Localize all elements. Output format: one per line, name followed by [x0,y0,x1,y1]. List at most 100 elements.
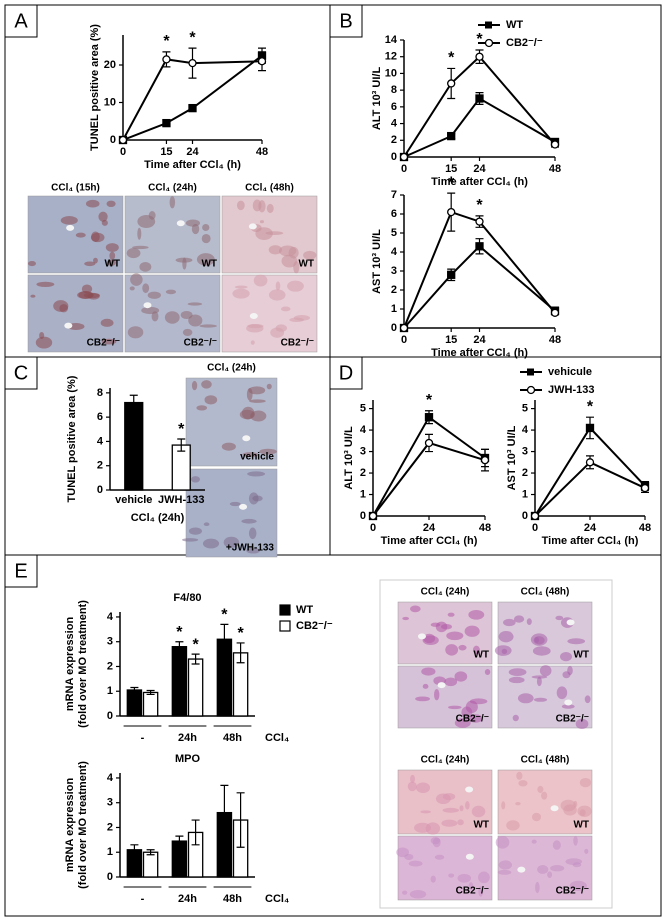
y-tick-label: 0 [110,134,116,146]
stain [569,880,587,892]
significance: * [192,636,199,653]
stain [422,635,439,645]
stain [535,881,540,894]
x-tick-label: 48 [549,163,561,175]
y-tick-label: 1 [360,488,366,500]
stain [266,383,272,390]
y-tick-label: 8 [391,84,397,96]
vessel [66,224,75,231]
micrograph-header: CCl₄ (15h) [51,183,100,194]
stain [532,646,551,656]
x-tick-label: 0 [401,334,407,346]
y-axis-label: AST 10³ UI/L [506,425,518,490]
stain [531,839,537,844]
point [475,217,484,226]
legend-label: WT [296,604,313,616]
stain [508,668,527,676]
x-tick-label: - [141,732,145,744]
stain [270,327,285,338]
stain [188,314,203,327]
stain [191,380,198,391]
stain [516,771,523,780]
stain [409,889,427,899]
x-axis-label: Time after CCl₄ (h) [381,535,478,547]
x-tick-label: 24 [473,163,486,175]
x-axis-label: Time after CCl₄ (h) [431,176,528,188]
point [188,58,197,68]
significance: * [237,625,244,642]
series-line [534,426,646,517]
stain [495,835,510,849]
x-tick-label: 48 [479,522,491,534]
stain [444,677,458,687]
stain [410,774,415,784]
stain [512,714,519,722]
vessel [437,682,446,689]
stain [407,781,417,792]
stain [584,848,589,854]
panel-label: C [14,362,28,384]
stain [255,227,273,240]
micrograph-label: WT [104,259,120,270]
point [480,455,490,465]
stain [572,862,582,868]
stain [188,527,202,535]
stain [422,683,429,689]
stain [448,705,462,710]
point [162,55,171,64]
micrograph-label: +JWH-133 [226,543,275,554]
stain [101,338,117,345]
stain [129,286,135,291]
vessel [64,322,73,329]
y-axis-label: TUNEL positive area (%) [89,24,101,151]
point [368,511,378,521]
stain [533,697,548,702]
micrograph-label: WT [473,820,489,831]
stain [266,203,274,213]
micrograph-header: CCl₄ (24h) [207,363,256,374]
y-tick-label: 3 [107,797,113,809]
x-axis-label: Time after CCl₄ (h) [542,535,639,547]
stain [169,196,176,209]
stain [508,676,525,684]
stain [106,200,116,208]
stain [221,442,236,451]
x-tick-label: 24 [186,146,199,158]
micrograph [27,195,124,274]
stain [446,631,464,641]
stain [27,260,37,267]
stain [98,211,108,222]
y-tick-label: 4 [107,611,114,623]
x-tick-label: - [141,893,145,905]
stain [531,812,542,822]
y-tick-label: 2 [391,134,397,146]
stain [560,652,573,662]
x-tick-label: 0 [120,146,126,158]
stain [537,785,544,793]
stain [459,805,464,812]
stain [268,245,283,255]
y-tick-label: 6 [391,101,397,113]
series-line [403,244,556,329]
stain [241,518,257,524]
point [475,242,484,251]
stain [468,610,485,620]
stain [201,380,212,389]
chart-title: MPO [175,753,201,765]
stain [561,704,575,709]
y-tick-label: 0 [391,322,397,334]
legend-label: vehicule [548,366,592,378]
y-tick-label: 6 [97,411,103,423]
stain [187,302,203,306]
vessel [143,302,152,309]
stain [441,624,453,630]
stain [196,405,208,411]
stain [223,536,240,548]
vessel [517,866,526,873]
chart-title: F4/80 [173,592,201,604]
stain [409,605,421,613]
point [585,423,595,433]
x-tick-label: 24 [584,522,597,534]
stain [84,261,96,267]
x-tick-label: 0 [370,522,376,534]
